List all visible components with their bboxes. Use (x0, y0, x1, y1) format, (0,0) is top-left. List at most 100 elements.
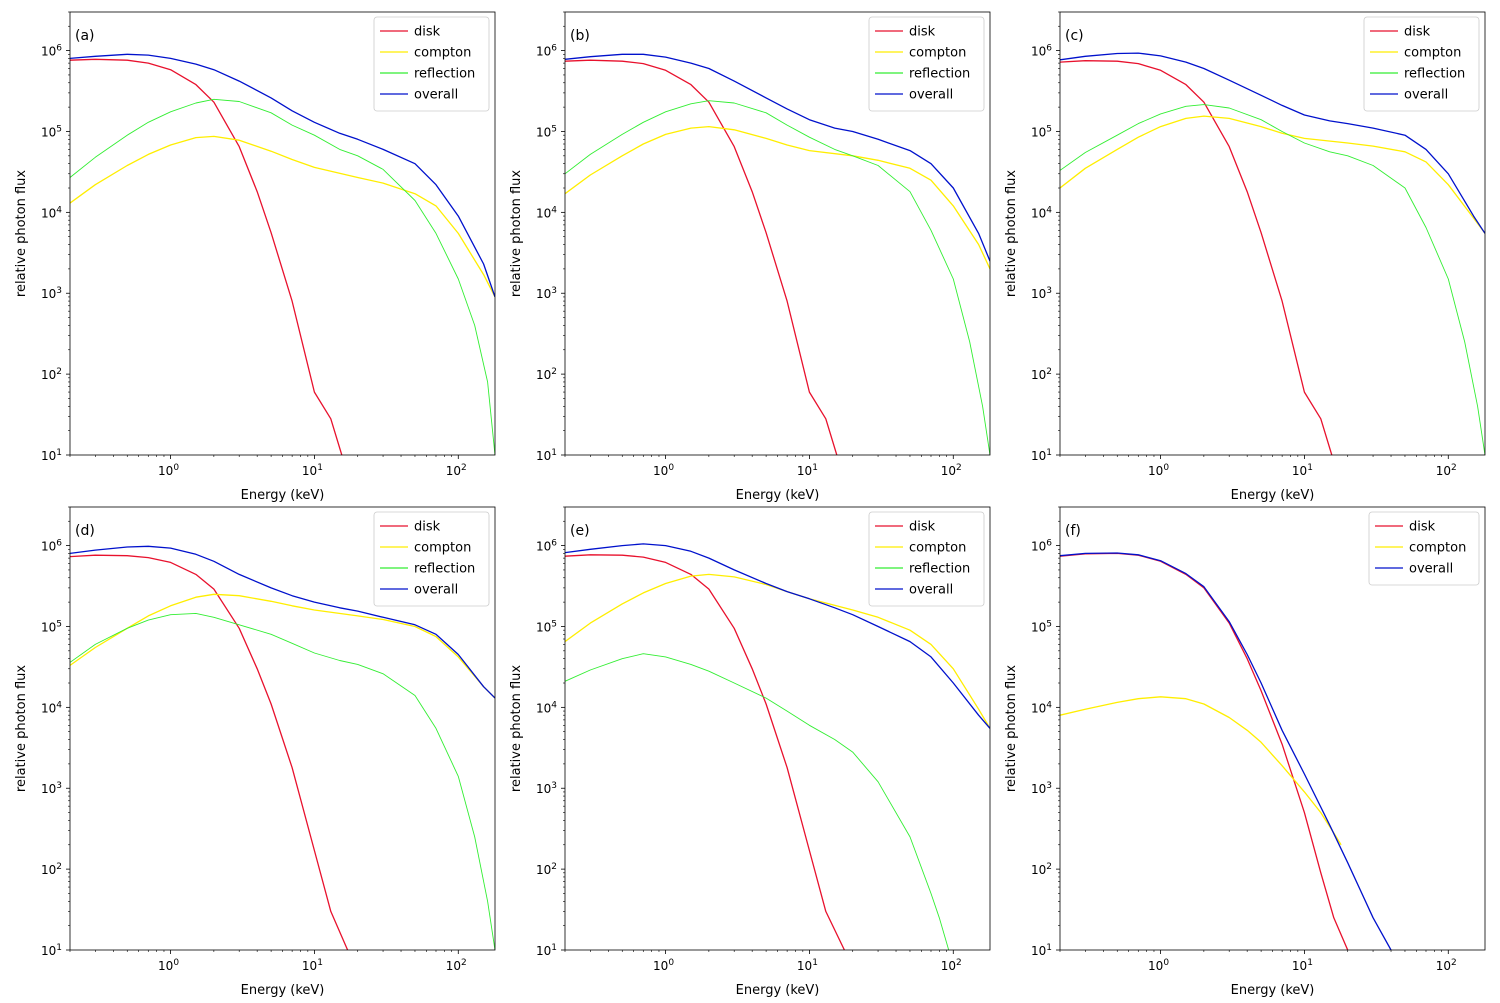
legend-label-reflection: reflection (909, 562, 970, 577)
series-group (70, 53, 495, 455)
series-line-overall (70, 545, 495, 699)
y-tick-label: 105 (536, 124, 557, 139)
x-axis-label: Energy (keV) (241, 488, 325, 503)
y-tick-label: 106 (536, 44, 557, 59)
panel-label: (c) (1065, 28, 1084, 44)
series-line-compton (1060, 696, 1342, 846)
panel-label: (d) (75, 523, 95, 539)
series-line-disk (1060, 60, 1333, 455)
y-axis-label: relative photon flux (509, 665, 524, 792)
y-tick-label: 106 (1031, 44, 1052, 59)
series-line-compton (70, 135, 495, 298)
legend-box (1363, 16, 1480, 112)
x-tick-label: 101 (302, 958, 323, 973)
panel-f: 100 101 102 101 102 103 104 105 106 (f) disk compto… (1004, 506, 1486, 998)
series-line-disk (70, 58, 343, 455)
y-tick-label: 102 (41, 862, 62, 877)
y-tick-label: 104 (1031, 205, 1052, 220)
series-line-reflection (565, 100, 990, 455)
legend-label-disk: disk (414, 520, 441, 535)
legend-box (373, 16, 490, 112)
y-tick-label: 104 (41, 205, 62, 220)
axes-frame (564, 506, 991, 951)
x-axis-label: Energy (keV) (1231, 983, 1315, 998)
legend-label-reflection: reflection (1404, 67, 1465, 82)
y-tick-label: 102 (536, 862, 557, 877)
x-tick-label: 102 (941, 463, 962, 478)
y-tick-label: 103 (1031, 286, 1052, 301)
series-line-reflection (70, 612, 495, 950)
panel-label: (f) (1065, 523, 1081, 539)
series-line-compton (565, 125, 990, 270)
y-tick-label: 104 (536, 700, 557, 715)
legend-box (373, 511, 490, 607)
y-tick-label: 102 (1031, 367, 1052, 382)
series-line-overall (1060, 552, 1392, 950)
axes-frame (564, 11, 991, 456)
series-line-overall (1060, 52, 1485, 234)
x-tick-label: 100 (653, 958, 674, 973)
legend-label-reflection: reflection (909, 67, 970, 82)
legend-box (1368, 511, 1480, 586)
axes-frame (1059, 11, 1486, 456)
x-tick-label: 100 (158, 463, 179, 478)
x-tick-label: 102 (1436, 958, 1457, 973)
x-axis-label: Energy (keV) (736, 488, 820, 503)
y-tick-label: 102 (41, 367, 62, 382)
y-tick-label: 105 (1031, 124, 1052, 139)
series-group (1060, 552, 1392, 950)
panel-a: 100 101 102 101 102 103 104 105 106 (a) disk compto… (14, 11, 496, 503)
x-axis-label: Energy (keV) (241, 983, 325, 998)
series-line-disk (565, 59, 838, 455)
series-line-overall (565, 543, 990, 729)
x-tick-label: 100 (653, 463, 674, 478)
series-group (565, 543, 990, 950)
y-tick-label: 106 (1031, 539, 1052, 554)
panel-e: 100 101 102 101 102 103 104 105 106 (e) disk compto… (509, 506, 991, 998)
x-tick-label: 100 (1148, 958, 1169, 973)
y-tick-label: 103 (536, 781, 557, 796)
legend-label-reflection: reflection (414, 562, 475, 577)
legend-label-overall: overall (414, 583, 458, 598)
x-tick-label: 101 (797, 958, 818, 973)
legend-label-disk: disk (909, 520, 936, 535)
series-line-compton (1060, 115, 1485, 234)
x-tick-label: 102 (446, 958, 467, 973)
y-tick-label: 101 (41, 943, 62, 958)
x-tick-label: 100 (1148, 463, 1169, 478)
series-line-overall (565, 53, 990, 262)
y-axis-label: relative photon flux (509, 170, 524, 297)
x-tick-label: 101 (1292, 463, 1313, 478)
legend-label-disk: disk (1404, 25, 1431, 40)
x-tick-label: 101 (302, 463, 323, 478)
series-group (1060, 52, 1485, 455)
x-axis-label: Energy (keV) (736, 983, 820, 998)
series-line-compton (70, 593, 495, 699)
y-tick-label: 104 (536, 205, 557, 220)
series-group (70, 545, 495, 950)
panel-label: (b) (570, 28, 590, 44)
legend-label-overall: overall (1409, 562, 1453, 577)
y-tick-label: 101 (1031, 448, 1052, 463)
legend-label-disk: disk (909, 25, 936, 40)
legend-label-overall: overall (1404, 88, 1448, 103)
panel-b: 100 101 102 101 102 103 104 105 106 (b) disk compto… (509, 11, 991, 503)
panel-label: (a) (75, 28, 95, 44)
y-tick-label: 106 (41, 539, 62, 554)
x-tick-label: 101 (797, 463, 818, 478)
legend-label-compton: compton (1409, 541, 1466, 556)
series-group (565, 53, 990, 455)
y-tick-label: 105 (1031, 619, 1052, 634)
y-tick-label: 105 (41, 124, 62, 139)
y-tick-label: 104 (41, 700, 62, 715)
y-tick-label: 105 (536, 619, 557, 634)
x-tick-label: 102 (941, 958, 962, 973)
legend-label-compton: compton (909, 541, 966, 556)
x-tick-label: 102 (1436, 463, 1457, 478)
y-axis-label: relative photon flux (14, 170, 29, 297)
y-axis-label: relative photon flux (14, 665, 29, 792)
legend-label-overall: overall (414, 88, 458, 103)
panel-label: (e) (570, 523, 590, 539)
y-tick-label: 103 (1031, 781, 1052, 796)
